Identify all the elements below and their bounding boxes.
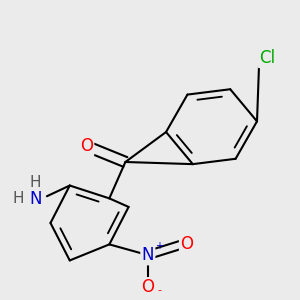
Text: O: O bbox=[80, 137, 93, 155]
Text: +: + bbox=[155, 241, 164, 251]
Text: N: N bbox=[142, 246, 154, 264]
Text: H: H bbox=[12, 191, 24, 206]
Text: N: N bbox=[29, 190, 42, 208]
Text: O: O bbox=[141, 278, 154, 296]
Text: H: H bbox=[30, 175, 41, 190]
Text: O: O bbox=[180, 236, 193, 253]
Text: Cl: Cl bbox=[259, 49, 275, 67]
Text: -: - bbox=[158, 285, 161, 295]
